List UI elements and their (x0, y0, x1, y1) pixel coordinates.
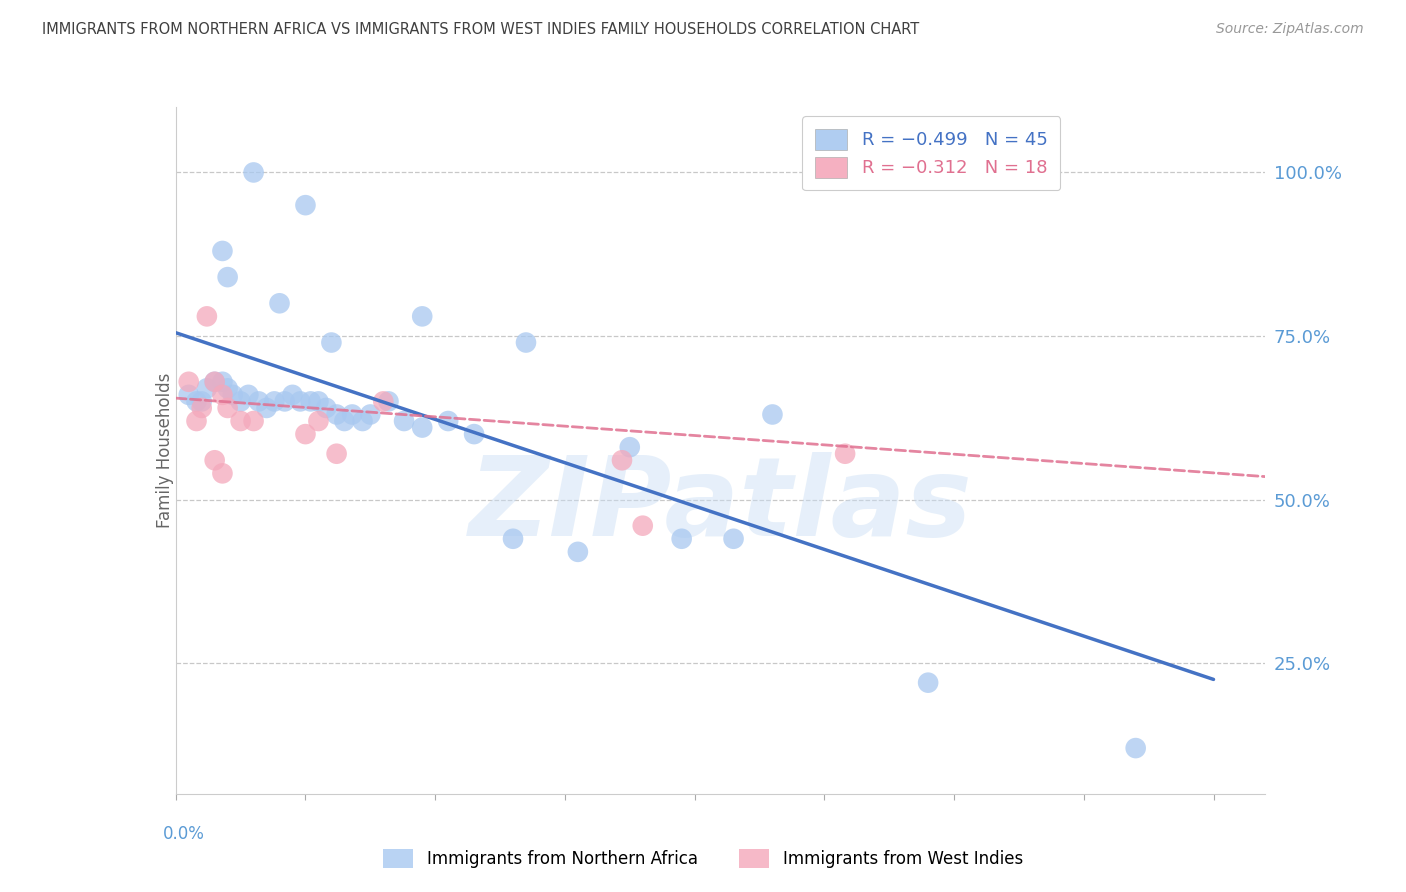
Point (217, 381, 239, 395)
Point (333, 414, 356, 428)
Point (177, 388, 200, 402)
Point (269, 296, 291, 310)
Point (229, 394, 252, 409)
Point (834, 447, 856, 461)
Point (204, 375, 226, 389)
Point (256, 401, 278, 415)
Legend: R = −0.499   N = 45, R = −0.312   N = 18: R = −0.499 N = 45, R = −0.312 N = 18 (803, 116, 1060, 190)
Point (761, 408, 783, 422)
Point (217, 401, 239, 415)
Point (315, 401, 337, 415)
Point (195, 310, 218, 324)
Point (274, 394, 297, 409)
Point (359, 408, 381, 422)
Point (321, 335, 343, 350)
Text: ZIPatlas: ZIPatlas (468, 452, 973, 559)
Point (373, 394, 395, 409)
Point (307, 394, 329, 409)
Point (186, 394, 208, 409)
Point (567, 545, 589, 559)
Point (204, 453, 226, 467)
Point (263, 394, 285, 409)
Point (515, 335, 537, 350)
Point (211, 467, 233, 481)
Point (325, 408, 347, 422)
Text: Source: ZipAtlas.com: Source: ZipAtlas.com (1216, 22, 1364, 37)
Point (610, 453, 633, 467)
Point (437, 414, 460, 428)
Point (190, 394, 212, 409)
Point (917, 675, 939, 690)
Point (723, 532, 745, 546)
Point (190, 401, 212, 415)
Point (242, 165, 264, 179)
Point (294, 198, 316, 212)
Point (211, 388, 233, 402)
Point (352, 414, 374, 428)
Point (411, 420, 433, 434)
Point (671, 532, 693, 546)
Point (195, 381, 218, 395)
Point (281, 388, 304, 402)
Text: IMMIGRANTS FROM NORTHERN AFRICA VS IMMIGRANTS FROM WEST INDIES FAMILY HOUSEHOLDS: IMMIGRANTS FROM NORTHERN AFRICA VS IMMIG… (42, 22, 920, 37)
Point (392, 414, 415, 428)
Point (340, 408, 363, 422)
Point (222, 388, 245, 402)
Point (1125, 741, 1147, 756)
Point (502, 532, 524, 546)
Point (463, 427, 485, 442)
Point (307, 414, 329, 428)
Point (217, 270, 239, 285)
Point (242, 414, 264, 428)
Point (211, 244, 233, 258)
Point (238, 388, 260, 402)
Point (619, 440, 641, 454)
Point (186, 414, 208, 428)
Point (247, 394, 270, 409)
Point (211, 375, 233, 389)
Text: 0.0%: 0.0% (163, 824, 205, 843)
Point (377, 394, 399, 409)
Point (229, 414, 252, 428)
Point (411, 310, 433, 324)
Legend: Immigrants from Northern Africa, Immigrants from West Indies: Immigrants from Northern Africa, Immigra… (377, 842, 1029, 875)
Point (631, 518, 654, 533)
Point (325, 447, 347, 461)
Point (290, 394, 312, 409)
Point (204, 375, 226, 389)
Y-axis label: Family Households: Family Households (156, 373, 173, 528)
Point (299, 394, 322, 409)
Point (294, 427, 316, 442)
Point (177, 375, 200, 389)
